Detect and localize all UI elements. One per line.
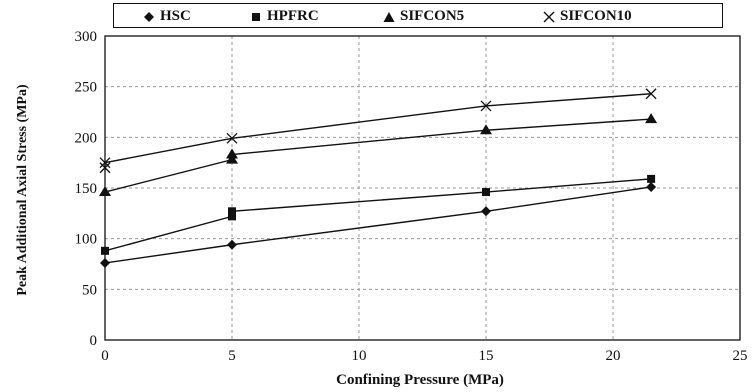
data-point-sifcon5 xyxy=(480,124,492,135)
data-point-sifcon5 xyxy=(226,153,238,164)
series-sifcon10 xyxy=(99,88,657,174)
data-point-hsc xyxy=(646,181,657,192)
y-tick-label: 200 xyxy=(75,130,98,146)
x-marker-icon xyxy=(542,10,556,24)
x-tick-label: 20 xyxy=(606,348,621,364)
data-point-sifcon10 xyxy=(645,88,657,100)
data-point-hsc xyxy=(100,257,110,268)
data-point-sifcon5 xyxy=(226,148,238,159)
legend-item-sifcon5: SIFCON5 xyxy=(382,8,464,25)
data-point-hpfrc xyxy=(228,212,236,221)
data-point-sifcon5 xyxy=(645,113,658,124)
data-point-sifcon10 xyxy=(99,157,111,169)
y-tick-label: 100 xyxy=(75,232,98,248)
legend-label: HSC xyxy=(160,8,191,24)
legend-label: HPFRC xyxy=(267,8,319,24)
x-axis-label: Confining Pressure (MPa) xyxy=(336,372,504,388)
y-tick-label: 0 xyxy=(90,333,98,349)
data-point-hpfrc xyxy=(647,174,656,183)
triangle-marker-icon xyxy=(382,10,396,24)
series-line-sifcon5 xyxy=(104,118,652,193)
y-tick-label: 250 xyxy=(75,80,98,96)
y-tick-label: 150 xyxy=(75,181,98,197)
diamond-marker-icon xyxy=(142,10,156,24)
series-hpfrc xyxy=(101,174,656,255)
square-marker-icon xyxy=(249,10,263,24)
x-tick-label: 0 xyxy=(101,348,109,364)
data-point-hpfrc xyxy=(228,207,236,216)
legend-label: SIFCON5 xyxy=(400,8,465,24)
data-point-sifcon5 xyxy=(99,186,111,197)
data-point-hsc xyxy=(227,239,237,250)
data-point-sifcon10 xyxy=(480,100,492,112)
gridlines xyxy=(105,36,740,340)
series-line-sifcon10 xyxy=(104,93,652,168)
x-tick-label: 5 xyxy=(228,348,236,364)
x-tick-label: 25 xyxy=(733,348,748,364)
legend-item-hsc: HSC xyxy=(142,8,191,25)
legend: HSC HPFRC SIFCON5 SIFCON10 xyxy=(113,3,723,28)
series-group xyxy=(99,88,658,268)
data-point-hpfrc xyxy=(101,246,109,255)
y-tick-label: 50 xyxy=(82,282,97,298)
data-point-hpfrc xyxy=(482,188,490,197)
series-line-hpfrc xyxy=(104,178,652,252)
data-point-sifcon10 xyxy=(99,162,111,174)
series-line-hsc xyxy=(104,186,652,264)
legend-item-sifcon10: SIFCON10 xyxy=(542,8,632,25)
data-point-sifcon10 xyxy=(226,132,238,144)
legend-label: SIFCON10 xyxy=(560,8,632,24)
x-axis: 0 5 10 15 20 25 xyxy=(101,348,747,364)
y-axis: 0 50 100 150 200 250 300 xyxy=(75,29,98,349)
legend-item-hpfrc: HPFRC xyxy=(249,8,319,25)
x-tick-label: 10 xyxy=(352,348,367,364)
series-hsc xyxy=(100,181,657,268)
series-sifcon5 xyxy=(99,113,658,197)
y-tick-label: 300 xyxy=(75,29,98,45)
data-point-hsc xyxy=(481,206,491,217)
y-axis-label: Peak Additional Axial Stress (MPa) xyxy=(15,84,30,296)
x-tick-label: 15 xyxy=(479,348,494,364)
